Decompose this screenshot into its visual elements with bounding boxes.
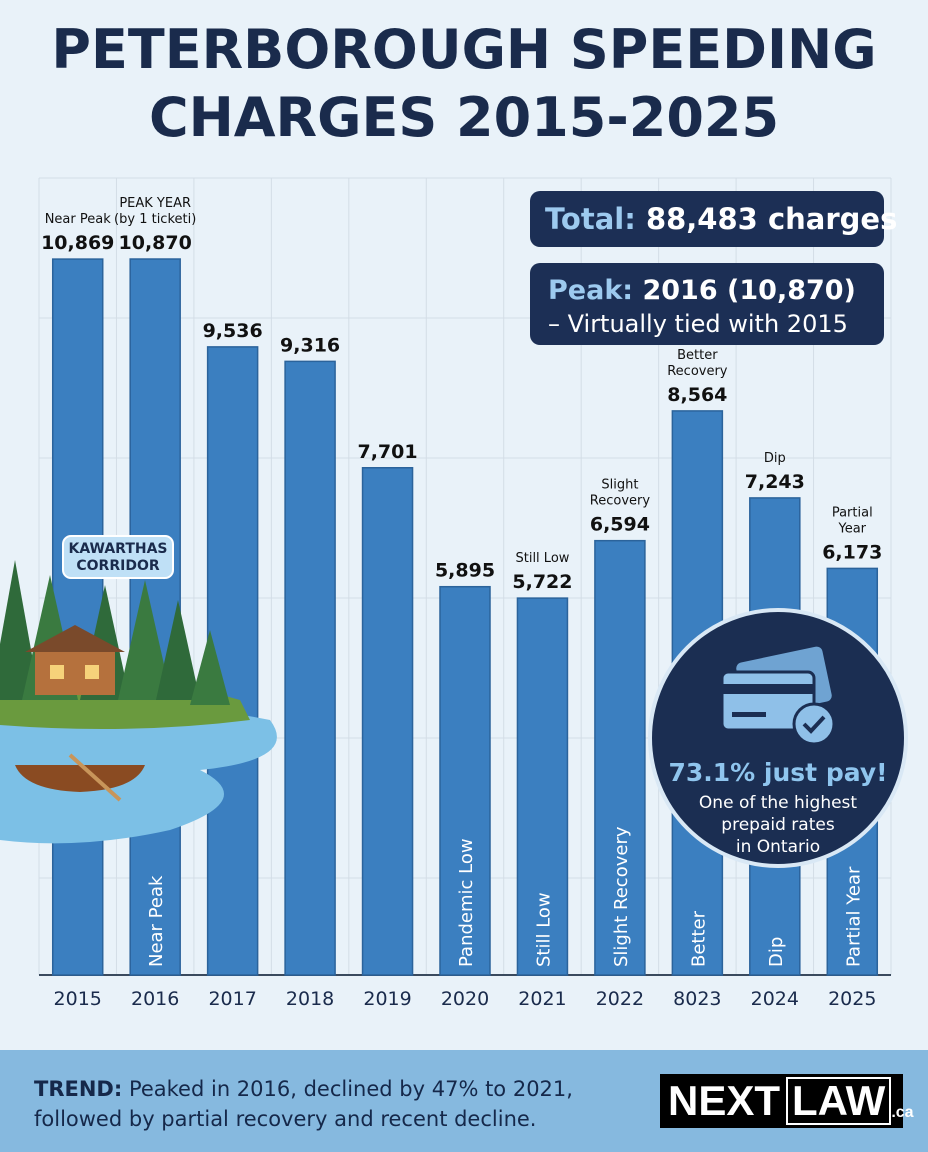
- bar-label: Dip: [766, 937, 787, 967]
- bar: [439, 585, 491, 976]
- logo-left: NEXT: [668, 1077, 781, 1124]
- peak-box: [530, 263, 884, 345]
- x-tick-label: 2020: [441, 988, 489, 1010]
- value-label: 10,869: [41, 232, 114, 254]
- value-label: 5,895: [435, 560, 495, 582]
- region-label: KAWARTHAS: [68, 541, 167, 557]
- footer-label: TREND:: [34, 1077, 123, 1101]
- annotation: PEAK YEAR: [119, 196, 191, 211]
- x-tick-label: 2024: [751, 988, 799, 1010]
- x-tick-label: 2015: [54, 988, 102, 1010]
- callout-line: prepaid rates: [721, 815, 835, 835]
- bar-label: Better: [688, 910, 709, 967]
- value-label: 10,870: [119, 232, 192, 254]
- annotation: Near Peak: [45, 212, 112, 227]
- chart-title: PETERBOROUGH SPEEDING: [51, 18, 876, 81]
- callout-circle: [648, 608, 908, 868]
- footer-text: TREND: Peaked in 2016, declined by 47% t…: [34, 1074, 573, 1134]
- bars: [51, 258, 879, 976]
- footer: TREND: Peaked in 2016, declined by 47% t…: [0, 1050, 928, 1152]
- x-tick-label: 2025: [828, 988, 876, 1010]
- card-icon: [720, 646, 836, 746]
- bar: [51, 258, 104, 976]
- annotation: Still Low: [515, 551, 569, 566]
- bar: [516, 597, 569, 976]
- bar: [284, 360, 336, 976]
- logo: NEXT LAW .ca: [660, 1074, 914, 1128]
- value-label: 6,594: [590, 514, 650, 536]
- bar-label: Pandemic Low: [456, 838, 477, 967]
- callout-line: in Ontario: [736, 837, 820, 857]
- footer-line: followed by partial recovery and recent …: [34, 1107, 537, 1131]
- callout-line: One of the highest: [699, 793, 857, 813]
- bar-label: Partial Year: [843, 866, 864, 967]
- callout-headline: 73.1% just pay!: [668, 758, 887, 787]
- annotation: Dip: [764, 451, 786, 466]
- total-box: [530, 191, 884, 247]
- value-label: 7,701: [357, 441, 417, 463]
- x-tick-label: 2019: [363, 988, 411, 1010]
- chart-title: CHARGES 2015-2025: [149, 86, 779, 149]
- value-label: 6,173: [822, 541, 882, 563]
- annotation: Year: [838, 521, 867, 536]
- annotation: Recovery: [590, 494, 651, 509]
- logo-right: LAW: [786, 1077, 892, 1125]
- footer-line: Peaked in 2016, declined by 47% to 2021,: [128, 1077, 573, 1101]
- bar: [594, 539, 646, 976]
- total-text: Total: 88,483 charges: [545, 202, 897, 236]
- region-label: CORRIDOR: [76, 558, 159, 574]
- peak-text: Peak: 2016 (10,870): [548, 275, 856, 306]
- x-tick-label: 2021: [518, 988, 566, 1010]
- peak-note: – Virtually tied with 2015: [548, 310, 848, 338]
- bar-label: Still Low: [533, 892, 554, 967]
- scenery: [0, 535, 277, 844]
- x-tick-label: 2018: [286, 988, 334, 1010]
- annotation: Partial: [832, 505, 873, 520]
- x-tick-label: 8023: [673, 988, 721, 1010]
- x-tick-label: 2022: [596, 988, 644, 1010]
- bar-label: Slight Recovery: [611, 826, 632, 967]
- grid: [38, 177, 892, 976]
- bar-label: Near Peak: [146, 875, 167, 967]
- annotation: (by 1 ticketi): [114, 212, 196, 227]
- value-label: 9,316: [280, 334, 340, 356]
- value-label: 5,722: [512, 571, 572, 593]
- x-tick-label: 2016: [131, 988, 179, 1010]
- chart: PETERBOROUGH SPEEDING CHARGES 2015-2025 …: [0, 18, 908, 1010]
- annotation: Slight: [601, 478, 638, 493]
- value-label: 9,536: [203, 320, 263, 342]
- x-tick-label: 2017: [208, 988, 256, 1010]
- annotation: Better: [677, 348, 718, 363]
- logo-suffix: .ca: [891, 1104, 914, 1121]
- value-label: 8,564: [667, 384, 727, 406]
- bar: [361, 467, 414, 976]
- value-label: 7,243: [745, 471, 805, 493]
- annotation: Recovery: [667, 364, 728, 379]
